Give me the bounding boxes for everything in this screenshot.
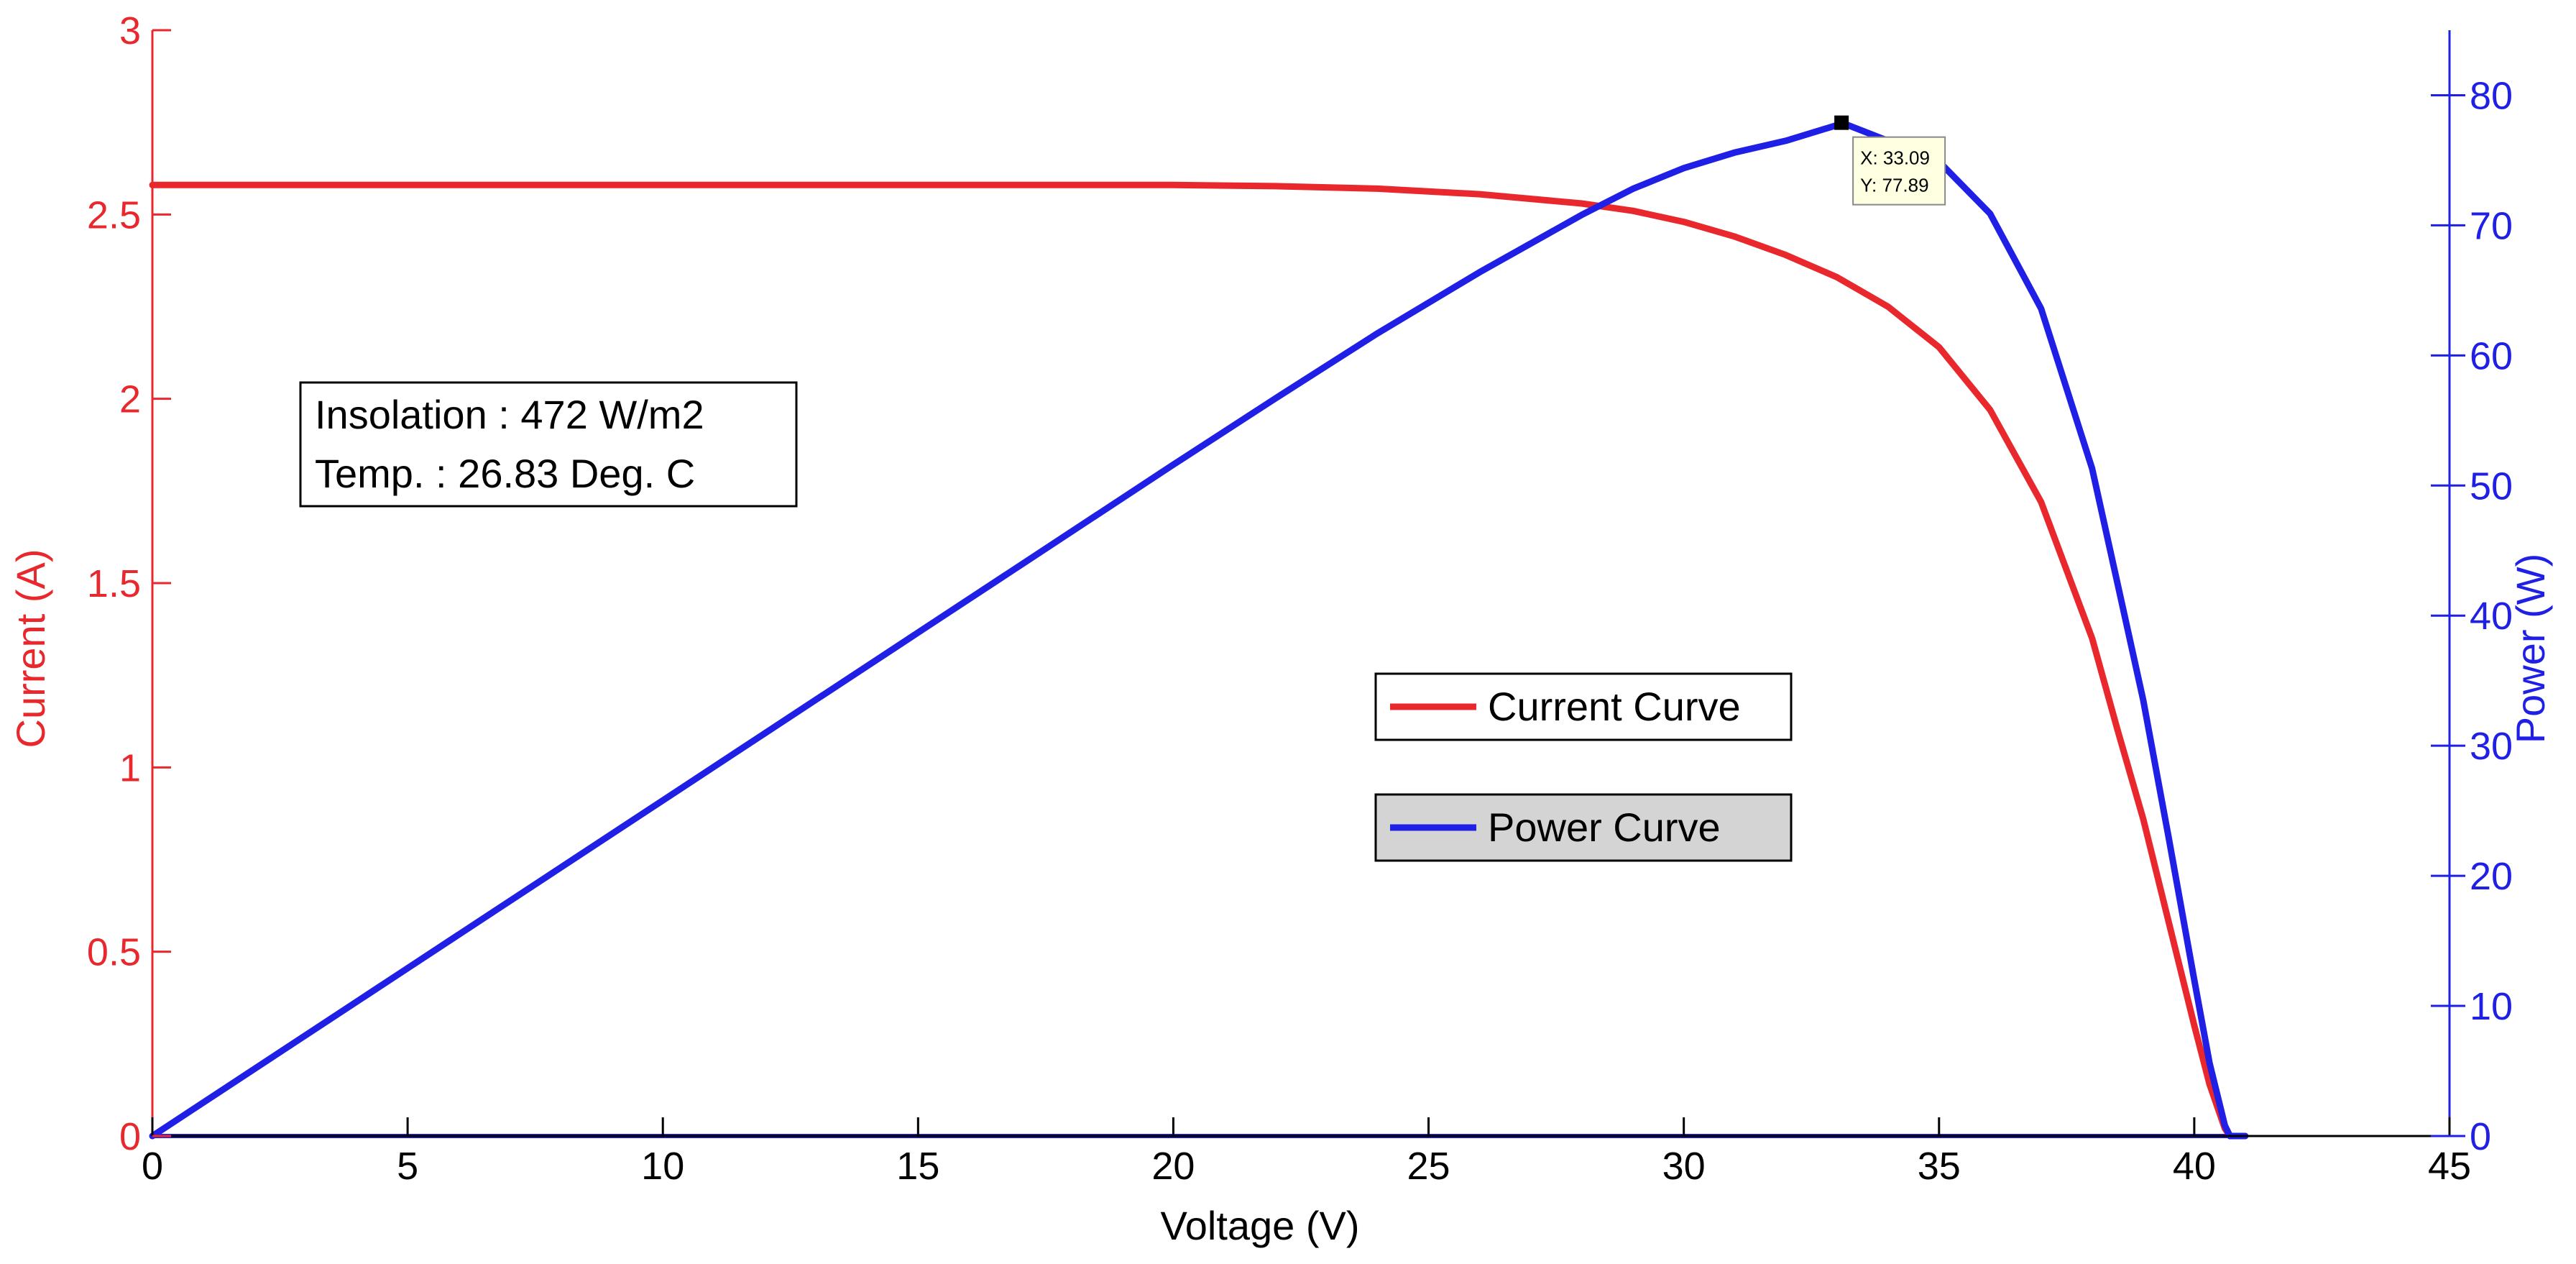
legend-item-power: Power Curve <box>1374 793 1793 862</box>
y-left-tick-label: 1 <box>119 746 141 789</box>
x-tick-label: 15 <box>896 1145 939 1188</box>
y-left-tick-label: 0.5 <box>87 931 141 974</box>
y-left-tick-label: 2.5 <box>87 193 141 237</box>
legend: Current Curve Power Curve <box>1374 672 1793 862</box>
current-curve-line <box>149 181 2249 1140</box>
y-left-tick-label: 3 <box>119 9 141 52</box>
y-right-tick-label: 70 <box>2470 204 2513 247</box>
y-right-tick-label: 0 <box>2470 1115 2491 1158</box>
info-insolation: Insolation : 472 W/m2 <box>315 392 704 437</box>
plot-lines <box>149 119 2249 1140</box>
info-box: Insolation : 472 W/m2 Temp. : 26.83 Deg.… <box>299 381 798 508</box>
y-left-tick-label: 1.5 <box>87 562 141 605</box>
y-right-tick-label: 80 <box>2470 74 2513 117</box>
x-tick-label: 45 <box>2428 1145 2471 1188</box>
y-right-tick-label: 20 <box>2470 855 2513 898</box>
x-tick-label: 5 <box>397 1145 418 1188</box>
datatip-marker <box>1834 115 1849 130</box>
y-right-tick-label: 10 <box>2470 985 2513 1028</box>
x-tick-label: 35 <box>1918 1145 1961 1188</box>
x-tick-label: 25 <box>1407 1145 1450 1188</box>
y-right-tick-label: 30 <box>2470 725 2513 768</box>
datatip-x-label: X: 33.09 <box>1860 147 1930 169</box>
legend-current-label: Current Curve <box>1488 684 1741 729</box>
y-left-axis-label: Current (A) <box>8 549 53 748</box>
ticks: 0 5 10 15 20 25 30 35 40 4500.511.522.53010203040… <box>87 9 2513 1188</box>
x-tick-label: 20 <box>1151 1145 1195 1188</box>
y-left-tick-label: 0 <box>119 1115 141 1158</box>
x-tick-label: 30 <box>1662 1145 1706 1188</box>
axes <box>151 30 2451 1137</box>
legend-power-label: Power Curve <box>1488 805 1721 850</box>
datatip: X: 33.09 Y: 77.89 <box>1834 115 1946 206</box>
y-right-axis-label: Power (W) <box>2508 554 2553 743</box>
x-axis-label: Voltage (V) <box>1160 1203 1359 1248</box>
y-left-tick-label: 2 <box>119 378 141 421</box>
info-temperature: Temp. : 26.83 Deg. C <box>315 451 695 496</box>
x-tick-label: 10 <box>641 1145 684 1188</box>
y-right-tick-label: 40 <box>2470 595 2513 638</box>
x-tick-label: 40 <box>2173 1145 2216 1188</box>
x-tick-label: 0 <box>142 1145 163 1188</box>
y-right-tick-label: 50 <box>2470 464 2513 508</box>
legend-item-current: Current Curve <box>1374 672 1793 741</box>
datatip-box <box>1852 136 1946 206</box>
datatip-y-label: Y: 77.89 <box>1860 175 1928 196</box>
power-curve-line <box>149 119 2249 1140</box>
y-right-tick-label: 60 <box>2470 334 2513 377</box>
